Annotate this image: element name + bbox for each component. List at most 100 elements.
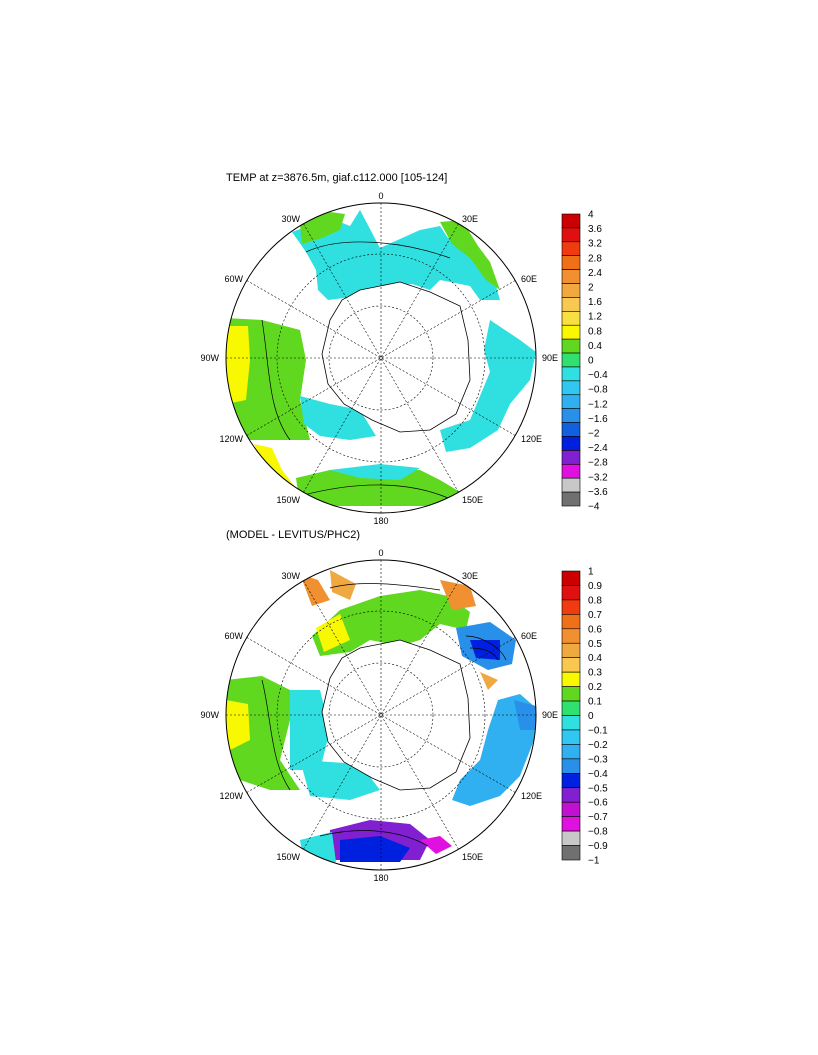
colorbar-tick-label: 0.1 (588, 697, 602, 708)
lon-label-90e: 90E (542, 710, 558, 720)
lon-label-60w: 60W (224, 631, 243, 641)
lon-label-30e: 30E (462, 571, 478, 581)
colorbar-swatch (561, 450, 581, 465)
lon-label-30w: 30W (281, 571, 300, 581)
panel-2-fields (226, 560, 536, 870)
panel-1-colorbar: 4 3.6 3.2 2.8 2.4 2 1.6 1.2 0.8 0.4 0 −0.4 −0.8 −1.2 −… (561, 210, 608, 513)
panel-1-title: TEMP at z=3876.5m, giaf.c112.000 [105-12… (226, 172, 448, 184)
colorbar-tick-label: −2.4 (588, 443, 608, 454)
colorbar-swatch (561, 213, 581, 229)
colorbar-swatch (561, 614, 581, 630)
colorbar-swatch (561, 570, 581, 586)
colorbar-tick-label: 0 (588, 356, 594, 367)
colorbar-tick-label: −0.3 (588, 754, 608, 765)
colorbar-tick-label: 0.8 (588, 595, 602, 606)
colorbar-swatch (561, 642, 581, 658)
colorbar-swatch (561, 758, 581, 774)
colorbar-tick-label: 0 (588, 711, 594, 722)
colorbar-tick-label: −1.6 (588, 414, 608, 425)
colorbar-tick-label: 2.8 (588, 253, 602, 264)
colorbar-tick-label: 0.5 (588, 639, 602, 650)
colorbar-tick-label: −0.4 (588, 370, 608, 381)
colorbar-tick-label: −0.9 (588, 841, 608, 852)
colorbar-tick-label: −4 (588, 502, 600, 513)
colorbar-swatch (561, 491, 581, 507)
colorbar-tick-label: −1 (588, 856, 600, 867)
lon-label-150e: 150E (462, 852, 483, 862)
colorbar-tick-label: 2 (588, 283, 594, 294)
colorbar-swatch (561, 657, 581, 673)
colorbar-swatch (561, 686, 581, 702)
colorbar-tick-label: −0.7 (588, 812, 608, 823)
colorbar-tick-label: −1.2 (588, 399, 608, 410)
colorbar-tick-label: −3.2 (588, 472, 608, 483)
colorbar-swatch (561, 772, 581, 789)
colorbar-swatch (561, 700, 581, 716)
colorbar-swatch (561, 787, 581, 803)
colorbar-tick-label: −0.1 (588, 725, 608, 736)
lon-label-30w: 30W (281, 214, 300, 224)
colorbar-tick-label: −0.6 (588, 798, 608, 809)
colorbar-tick-label: 0.6 (588, 624, 602, 635)
colorbar-tick-label: 0.8 (588, 326, 602, 337)
colorbar-swatch (561, 269, 581, 284)
lon-label-30e: 30E (462, 214, 478, 224)
colorbar-tick-label: 1.6 (588, 297, 602, 308)
lon-label-90e: 90E (542, 353, 558, 363)
lon-label-120e: 120E (521, 434, 542, 444)
colorbar-tick-label: −0.8 (588, 385, 608, 396)
colorbar-tick-label: 0.9 (588, 581, 602, 592)
colorbar-swatch (561, 297, 581, 312)
lon-label-60e: 60E (521, 631, 537, 641)
colorbar-swatch (561, 801, 581, 817)
colorbar-swatch (561, 845, 581, 861)
colorbar-swatch (561, 394, 581, 409)
colorbar-tick-label: 3.2 (588, 239, 602, 250)
lon-label-0: 0 (378, 191, 383, 201)
panel-2-map: 0 180 90W 90E 30W 30E 60W 60E 120W 120E … (200, 548, 558, 883)
lon-label-0: 0 (378, 548, 383, 558)
colorbar-swatch (561, 463, 581, 479)
lon-label-120e: 120E (521, 791, 542, 801)
colorbar-swatch (561, 408, 581, 423)
colorbar-swatch (561, 422, 581, 437)
colorbar-tick-label: 1.2 (588, 312, 602, 323)
colorbar-swatch (561, 830, 581, 846)
lon-label-150e: 150E (462, 495, 483, 505)
colorbar-tick-label: −2 (588, 429, 600, 440)
colorbar-tick-label: 0.4 (588, 653, 602, 664)
panel-1-boundary (225, 202, 537, 514)
colorbar-tick-label: −0.2 (588, 740, 608, 751)
panel-2-colorbar: 1 0.9 0.8 0.7 0.6 0.5 0.4 0.3 0.2 0.1 0 −0.1 −0.2 −0.… (561, 567, 608, 867)
colorbar-swatch (561, 338, 581, 354)
colorbar-tick-label: 2.4 (588, 268, 602, 279)
colorbar-swatch (561, 366, 581, 382)
colorbar-swatch (561, 671, 581, 687)
lon-label-60w: 60W (224, 274, 243, 284)
colorbar-swatch (561, 744, 581, 760)
colorbar-tick-label: 0.3 (588, 668, 602, 679)
colorbar-tick-label: 4 (588, 210, 594, 221)
colorbar-tick-label: 1 (588, 567, 594, 578)
colorbar-swatch (561, 352, 581, 368)
panel-2-title: (MODEL - LEVITUS/PHC2) (226, 529, 361, 541)
colorbar-swatch (561, 227, 581, 243)
colorbar-swatch (561, 380, 581, 396)
lon-label-180: 180 (373, 516, 388, 526)
lon-label-120w: 120W (219, 791, 243, 801)
colorbar-swatch (561, 311, 581, 326)
lon-label-150w: 150W (276, 495, 300, 505)
lon-label-90w: 90W (200, 353, 219, 363)
colorbar-tick-label: 0.4 (588, 341, 602, 352)
colorbar-swatch (561, 715, 581, 731)
lon-label-120w: 120W (219, 434, 243, 444)
colorbar-swatch (561, 241, 581, 257)
panel-2-boundary (225, 559, 537, 871)
colorbar-swatch (561, 585, 581, 601)
colorbar-tick-label: 0.7 (588, 610, 602, 621)
colorbar-swatch (561, 628, 581, 644)
colorbar-swatch (561, 324, 581, 340)
colorbar-tick-label: −3.6 (588, 487, 608, 498)
lon-label-150w: 150W (276, 852, 300, 862)
